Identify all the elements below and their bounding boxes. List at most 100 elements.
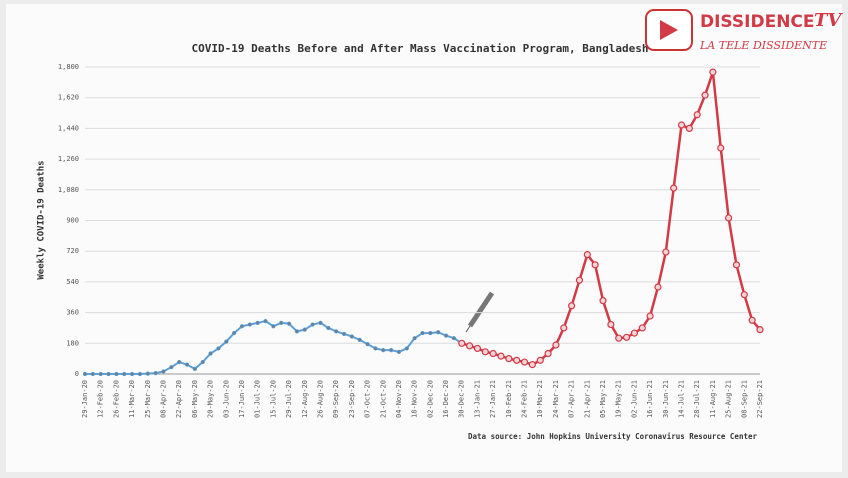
data-point bbox=[465, 342, 474, 350]
data-point bbox=[247, 322, 252, 327]
x-tick-label: 09-Sep-20 bbox=[332, 380, 340, 418]
source-note: Data source: John Hopkins University Cor… bbox=[468, 432, 757, 441]
x-tick-label: 28-Jul-21 bbox=[693, 380, 701, 418]
x-tick-label: 08-Apr-20 bbox=[159, 380, 167, 418]
data-point bbox=[341, 331, 347, 337]
data-point bbox=[169, 365, 174, 370]
x-tick-label: 11-Mar-20 bbox=[128, 380, 136, 418]
data-point bbox=[520, 358, 529, 366]
x-tick-label: 12-Feb-20 bbox=[97, 380, 105, 418]
x-tick-label: 04-Nov-20 bbox=[395, 380, 403, 418]
x-tick-label: 11-Aug-21 bbox=[709, 380, 717, 418]
x-tick-label: 29-Jul-20 bbox=[285, 380, 293, 418]
x-tick-label: 02-Jun-21 bbox=[630, 380, 638, 418]
data-point bbox=[216, 346, 221, 351]
y-tick-label: 360 bbox=[66, 309, 79, 317]
data-point bbox=[232, 330, 237, 336]
data-point bbox=[536, 356, 544, 364]
x-tick-label: 23-Sep-20 bbox=[348, 380, 356, 418]
data-point bbox=[129, 371, 135, 377]
syringe-body bbox=[467, 291, 495, 328]
data-point bbox=[82, 371, 88, 377]
data-point bbox=[404, 346, 409, 351]
data-point bbox=[748, 316, 756, 324]
data-point bbox=[192, 366, 197, 371]
x-tick-label: 30-Jun-21 bbox=[662, 380, 670, 418]
data-point bbox=[137, 371, 143, 377]
data-point bbox=[473, 344, 482, 353]
x-tick-label: 10-Mar-21 bbox=[536, 380, 544, 418]
data-point bbox=[357, 337, 362, 342]
data-point bbox=[451, 336, 456, 341]
x-tick-label: 10-Feb-21 bbox=[505, 380, 513, 418]
brand-tv: TV bbox=[814, 10, 843, 31]
x-tick-label: 18-Nov-20 bbox=[411, 380, 419, 418]
x-tick-label: 14-Jul-21 bbox=[678, 380, 686, 418]
data-point bbox=[622, 333, 631, 341]
x-tick-label: 02-Dec-20 bbox=[426, 380, 434, 418]
data-point bbox=[552, 341, 560, 349]
x-tick-label: 16-Jun-21 bbox=[646, 380, 654, 418]
x-tick-label: 05-May-21 bbox=[599, 380, 607, 418]
data-point bbox=[184, 362, 190, 367]
data-point bbox=[481, 348, 489, 356]
data-point bbox=[599, 297, 607, 305]
data-point bbox=[638, 324, 646, 332]
x-tick-label: 21-Apr-21 bbox=[583, 380, 591, 418]
data-point bbox=[381, 348, 386, 353]
data-point bbox=[145, 371, 150, 376]
data-point bbox=[420, 330, 425, 336]
data-point bbox=[271, 324, 276, 329]
data-point bbox=[717, 144, 725, 152]
logo-play bbox=[660, 20, 678, 40]
syringe bbox=[465, 291, 495, 333]
data-point bbox=[389, 348, 394, 353]
brand-name: DISSIDENCE bbox=[700, 12, 815, 32]
data-point bbox=[505, 355, 513, 363]
data-point bbox=[654, 283, 662, 291]
data-point bbox=[412, 336, 417, 341]
data-point bbox=[428, 330, 433, 336]
data-point bbox=[224, 339, 229, 344]
x-tick-label: 01-Jul-20 bbox=[254, 380, 262, 418]
data-point bbox=[685, 124, 693, 132]
x-tick-label: 26-Aug-20 bbox=[316, 380, 324, 418]
data-point bbox=[436, 330, 441, 335]
data-point bbox=[607, 320, 615, 329]
data-point bbox=[122, 371, 127, 377]
y-tick-label: 1,620 bbox=[58, 94, 79, 102]
data-point bbox=[497, 352, 505, 360]
data-point bbox=[365, 342, 370, 347]
data-point bbox=[591, 261, 599, 269]
data-point bbox=[732, 261, 741, 269]
data-point bbox=[630, 329, 639, 337]
data-point bbox=[489, 349, 497, 358]
x-tick-label: 15-Jul-20 bbox=[269, 380, 277, 418]
x-tick-label: 21-Oct-20 bbox=[379, 380, 387, 418]
data-point bbox=[443, 333, 449, 338]
y-tick-label: 0 bbox=[75, 370, 79, 378]
x-tick-label: 19-May-21 bbox=[615, 380, 623, 418]
data-point bbox=[568, 302, 576, 310]
data-point bbox=[756, 326, 764, 334]
data-point bbox=[615, 334, 623, 342]
data-point bbox=[646, 312, 654, 320]
x-tick-label: 24-Mar-21 bbox=[552, 380, 560, 418]
data-point bbox=[114, 371, 119, 377]
x-tick-label: 12-Aug-20 bbox=[301, 380, 309, 418]
x-tick-label: 22-Apr-20 bbox=[175, 380, 183, 418]
x-tick-label: 25-Mar-20 bbox=[144, 380, 152, 418]
data-point bbox=[709, 68, 717, 76]
data-point bbox=[677, 121, 686, 129]
x-tick-label: 13-Jan-21 bbox=[473, 380, 481, 418]
x-tick-label: 07-Oct-20 bbox=[364, 380, 372, 418]
x-tick-label: 22-Sep-21 bbox=[756, 380, 764, 418]
y-tick-label: 1,800 bbox=[58, 63, 79, 71]
data-point bbox=[302, 327, 307, 332]
data-point bbox=[349, 334, 354, 339]
data-point bbox=[294, 329, 300, 334]
x-tick-label: 25-Aug-21 bbox=[725, 380, 733, 418]
watermark: DISSIDENCE TV LA TELE DISSIDENTE bbox=[645, 9, 843, 52]
x-tick-label: 03-Jun-20 bbox=[222, 380, 230, 418]
y-axis-label: Weekly COVID-19 Deaths bbox=[37, 160, 47, 279]
